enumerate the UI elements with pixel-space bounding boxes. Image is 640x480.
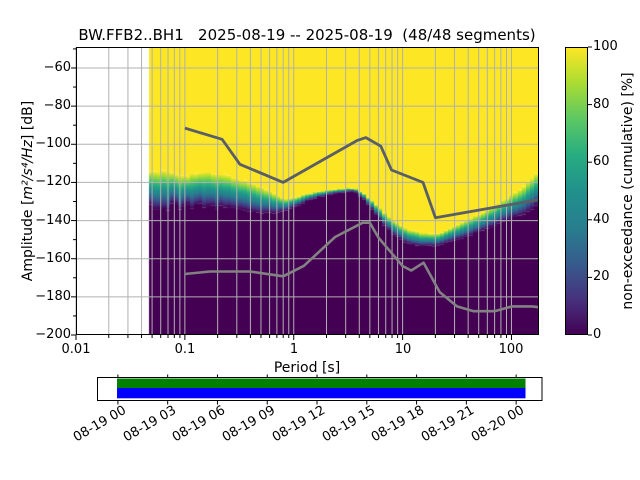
time-tick-label: 08-19 06 <box>169 403 228 446</box>
x-tick-label: 1 <box>289 342 299 357</box>
x-axis-label: Period [s] <box>273 360 341 376</box>
y-tick-label: −160 <box>35 251 71 266</box>
y-tick-label: −200 <box>35 327 71 342</box>
plot-title: BW.FFB2..BH1 2025-08-19 -- 2025-08-19 (4… <box>78 26 536 44</box>
colorbar-gradient <box>565 47 588 335</box>
x-tick-label: 0.1 <box>174 342 196 357</box>
y-axis-label-prefix: Amplitude [ <box>20 199 36 282</box>
colorbar-tick-label: 20 <box>593 269 610 284</box>
y-tick-label: −100 <box>35 136 71 151</box>
time-tick-label: 08-19 15 <box>319 403 378 446</box>
time-tick-label: 08-19 03 <box>120 403 179 446</box>
y-tick-label: −80 <box>43 98 71 113</box>
x-tick-label: 100 <box>498 342 524 357</box>
colorbar-tick-label: 80 <box>593 97 610 112</box>
ppsd-heatmap-canvas <box>76 47 539 335</box>
colorbar-label: non-exceedance (cumulative) [%] <box>620 72 636 310</box>
time-tick-label: 08-20 00 <box>468 403 527 446</box>
y-tick-label: −140 <box>35 213 71 228</box>
colorbar-tick-label: 40 <box>593 212 610 227</box>
x-tick-label: 0.01 <box>61 342 91 357</box>
colorbar-tick-label: 100 <box>593 39 618 54</box>
time-tick-label: 08-19 21 <box>418 403 477 446</box>
y-tick-label: −120 <box>35 174 71 189</box>
time-tick-label: 08-19 00 <box>70 403 129 446</box>
coverage-box <box>97 377 543 401</box>
coverage-used-data-bar <box>117 388 526 399</box>
time-tick-label: 08-19 18 <box>368 403 427 446</box>
colorbar-tick-label: 60 <box>593 154 610 169</box>
time-tick-label: 08-19 12 <box>269 403 328 446</box>
x-tick-label: 10 <box>394 342 412 357</box>
y-tick-label: −180 <box>35 289 71 304</box>
coverage-availability-bar <box>117 378 526 388</box>
time-tick-label: 08-19 09 <box>219 403 278 446</box>
y-tick-label: −60 <box>43 60 71 75</box>
colorbar-tick-label: 0 <box>593 327 602 342</box>
